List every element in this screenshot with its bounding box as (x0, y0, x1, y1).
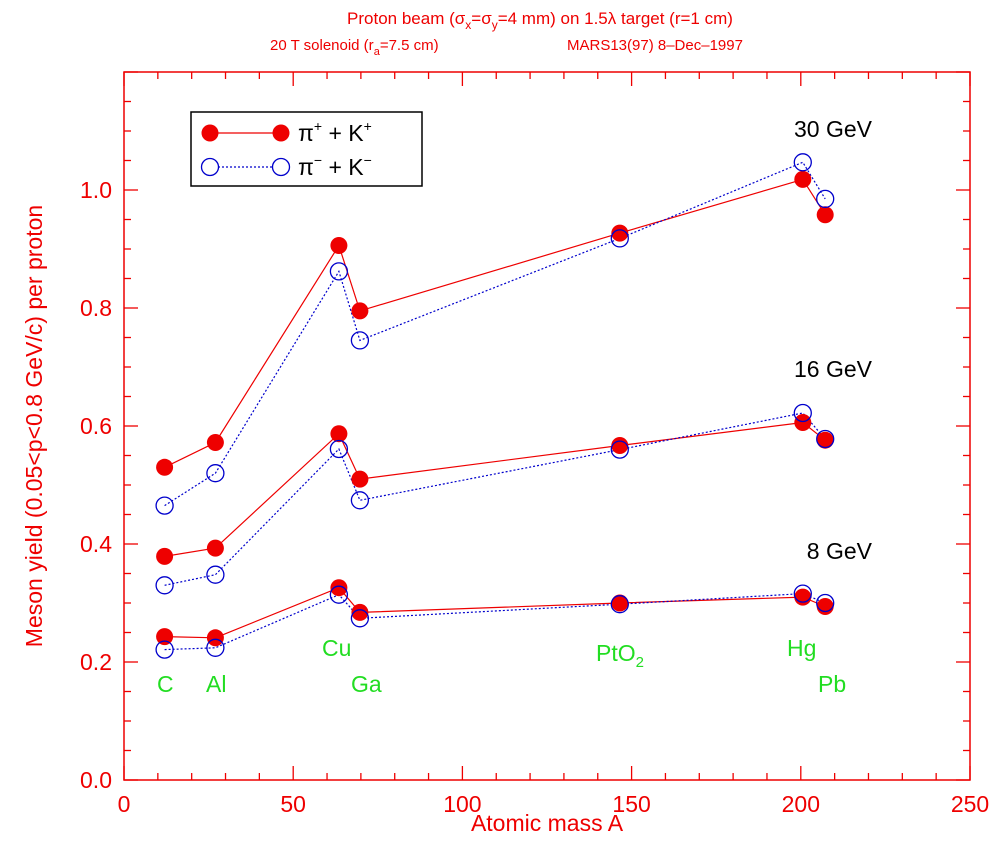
x-tick-label: 0 (118, 791, 131, 817)
series-point-3-5 (793, 403, 812, 423)
element-label-pb: Pb (818, 671, 846, 697)
element-label-cu: Cu (322, 635, 351, 661)
y-tick-label: 0.6 (80, 413, 112, 439)
series-point-1-2 (329, 262, 349, 281)
series-point-1-0 (155, 496, 174, 515)
element-label-al: Al (206, 671, 226, 697)
series-point-3-0 (155, 576, 174, 595)
series-point-1-3 (350, 331, 370, 350)
series-point-1-1 (206, 464, 225, 483)
legend-label-negative: π− + K− (298, 152, 372, 180)
legend-marker-negative-right (271, 157, 291, 177)
series-point-4-1 (206, 629, 224, 647)
series-point-5-0 (155, 640, 174, 659)
x-tick-label: 150 (612, 791, 650, 817)
y-tick-label: 1.0 (80, 177, 112, 203)
series-point-0-0 (156, 458, 174, 476)
series-point-4-0 (156, 628, 174, 646)
series-point-5-6 (816, 593, 835, 613)
series-point-3-2 (329, 439, 349, 459)
series-point-2-2 (330, 425, 348, 443)
element-label-ga: Ga (351, 671, 382, 697)
series-point-2-3 (351, 470, 369, 488)
series-point-1-6 (816, 189, 835, 209)
x-tick-label: 250 (951, 791, 989, 817)
y-tick-label: 0.4 (80, 531, 112, 557)
series-point-2-0 (156, 547, 174, 565)
x-tick-label: 100 (443, 791, 481, 817)
series-point-0-1 (206, 434, 224, 451)
chart-title-line2: 20 T solenoid (ra=7.5 cm) (270, 37, 439, 58)
series-point-4-2 (330, 579, 348, 597)
energy-label-16gev: 16 GeV (794, 356, 873, 382)
legend-marker-positive-right (272, 124, 290, 142)
series-point-2-6 (816, 431, 834, 449)
axes: 0 50 100 150 200 250 0.0 0.2 0.4 0.6 0.8 1.0 (80, 71, 989, 817)
legend-marker-negative-left (200, 157, 220, 177)
legend: π+ + K+ π− + K− (190, 111, 423, 187)
energy-label-30gev: 30 GeV (794, 116, 873, 142)
series-point-2-1 (206, 539, 224, 557)
series-point-1-4 (610, 229, 629, 248)
series-line-3 (164, 412, 826, 586)
series-point-5-3 (350, 609, 370, 628)
chart-title-line2-run: MARS13(97) 8–Dec–1997 (567, 37, 743, 54)
y-tick-label: 0.8 (80, 295, 112, 321)
y-axis-title: Meson yield (0.05<p<0.8 GeV/c) per proto… (21, 205, 47, 647)
x-tick-label: 200 (782, 791, 820, 817)
series-line-5 (164, 592, 826, 651)
x-axis-title: Atomic mass A (471, 810, 624, 836)
series-line-2 (164, 421, 826, 557)
series-point-2-4 (611, 437, 629, 454)
legend-label-positive: π+ + K+ (298, 118, 372, 146)
series-line-1 (164, 161, 826, 507)
element-label-hg: Hg (787, 635, 816, 661)
series-group (155, 153, 835, 659)
chart-title-line1: Proton beam (σx=σy=4 mm) on 1.5λ target … (347, 9, 733, 32)
series-point-5-2 (329, 585, 349, 604)
series-line-0 (164, 178, 826, 468)
series-point-3-3 (350, 491, 370, 510)
series-point-4-4 (611, 594, 629, 612)
energy-label-8gev: 8 GeV (807, 538, 873, 564)
series-point-4-3 (351, 603, 369, 621)
series-point-4-5 (794, 588, 812, 606)
element-label-pto2: PtO2 (596, 640, 644, 671)
series-point-0-4 (611, 224, 629, 242)
series-point-0-6 (816, 206, 834, 224)
y-tick-label: 0.2 (80, 649, 112, 675)
series-point-0-3 (351, 302, 369, 320)
legend-box (190, 111, 423, 187)
series-point-5-1 (206, 638, 225, 657)
series-point-2-5 (794, 414, 812, 431)
series-point-0-2 (330, 237, 348, 254)
series-point-4-6 (816, 598, 834, 615)
series-point-5-4 (610, 595, 629, 614)
series-point-0-5 (794, 170, 812, 188)
x-tick-label: 50 (280, 791, 306, 817)
series-point-3-1 (206, 565, 225, 584)
y-tick-label: 0.0 (80, 767, 112, 793)
series-point-5-5 (793, 584, 812, 603)
series-point-3-4 (610, 440, 629, 459)
element-label-c: C (157, 671, 174, 697)
series-point-1-5 (793, 153, 812, 172)
legend-marker-positive-left (201, 124, 219, 142)
series-line-4 (164, 586, 826, 639)
series-point-3-6 (816, 429, 835, 449)
